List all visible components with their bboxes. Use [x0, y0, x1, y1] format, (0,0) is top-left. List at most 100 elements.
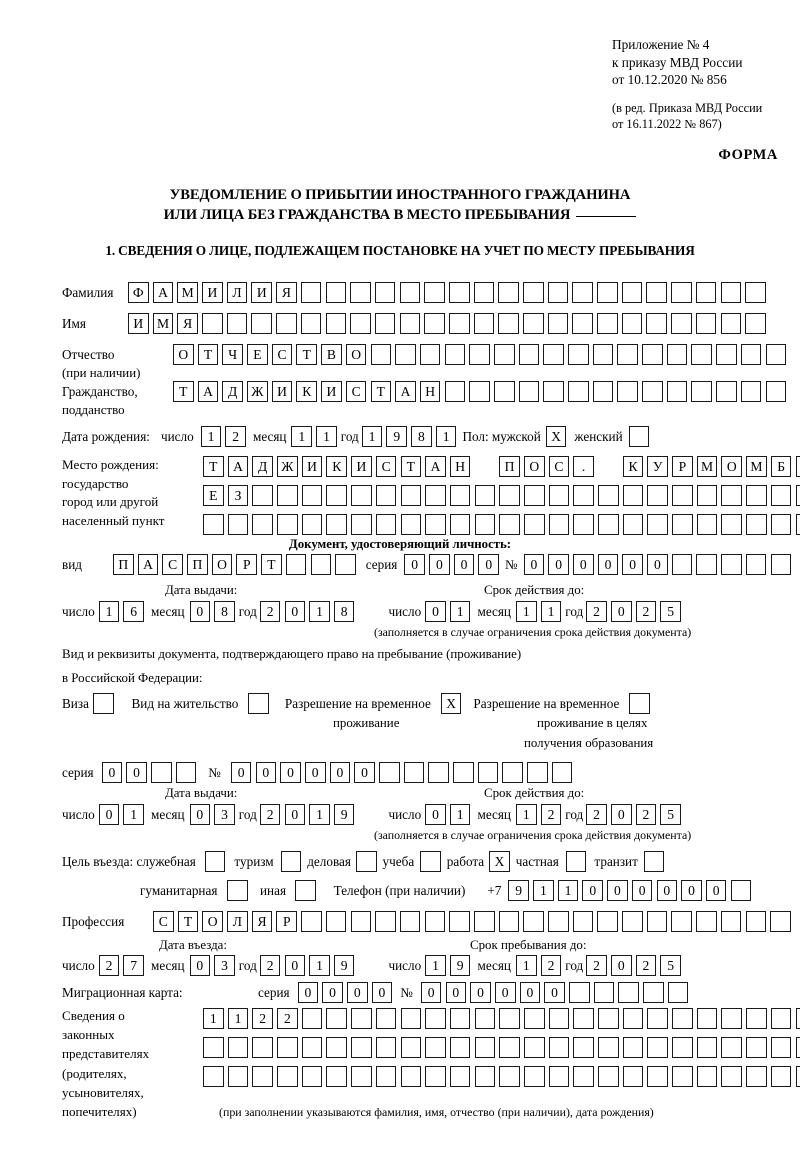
form-cell[interactable]	[721, 485, 743, 506]
form-cell[interactable]	[474, 1066, 496, 1087]
form-cell[interactable]	[498, 282, 519, 303]
form-cell[interactable]	[285, 554, 307, 575]
form-cell[interactable]: 1	[309, 955, 330, 976]
form-cell[interactable]: 0	[354, 762, 375, 783]
form-cell[interactable]	[696, 1066, 718, 1087]
form-cell[interactable]: 0	[284, 601, 306, 622]
form-cell[interactable]: 0	[705, 880, 727, 901]
form-cell[interactable]	[746, 1066, 767, 1087]
form-cell[interactable]	[425, 1008, 446, 1029]
form-cell[interactable]	[770, 485, 792, 506]
form-cell[interactable]: .	[573, 456, 594, 477]
form-cell[interactable]: 2	[540, 804, 562, 825]
form-cell[interactable]	[325, 313, 347, 334]
form-cell[interactable]	[326, 1066, 348, 1087]
form-cell[interactable]: 0	[544, 982, 565, 1003]
form-cell[interactable]	[276, 313, 297, 334]
form-cell[interactable]	[474, 485, 496, 506]
form-cell[interactable]	[351, 485, 372, 506]
form-cell[interactable]: 9	[508, 880, 529, 901]
sex-male-checkbox[interactable]: X	[545, 426, 567, 447]
form-cell[interactable]	[646, 313, 668, 334]
form-cell[interactable]	[448, 282, 470, 303]
form-cell[interactable]	[350, 313, 371, 334]
form-cell[interactable]	[375, 1066, 397, 1087]
form-cell[interactable]	[643, 982, 664, 1003]
visa-checkbox[interactable]	[92, 693, 114, 714]
purpose-other-checkbox[interactable]	[295, 880, 316, 901]
form-cell[interactable]	[573, 1037, 594, 1058]
form-cell[interactable]: И	[321, 381, 342, 402]
form-cell[interactable]: Н	[419, 381, 441, 402]
form-cell[interactable]	[622, 514, 644, 535]
form-cell[interactable]	[473, 313, 495, 334]
form-cell[interactable]	[573, 1066, 594, 1087]
form-cell[interactable]	[730, 880, 752, 901]
form-cell[interactable]: 0	[189, 955, 211, 976]
form-cell[interactable]	[721, 514, 743, 535]
form-cell[interactable]	[740, 344, 762, 365]
form-cell[interactable]: О	[173, 344, 194, 365]
form-cell[interactable]: 1	[435, 426, 457, 447]
form-cell[interactable]: 0	[622, 554, 643, 575]
form-cell[interactable]	[375, 1008, 397, 1029]
form-cell[interactable]	[572, 313, 593, 334]
form-cell[interactable]	[449, 514, 471, 535]
form-cell[interactable]	[474, 1037, 496, 1058]
form-cell[interactable]	[573, 485, 594, 506]
form-cell[interactable]	[350, 282, 371, 303]
form-cell[interactable]: 9	[333, 955, 355, 976]
form-cell[interactable]: Я	[177, 313, 198, 334]
form-cell[interactable]	[696, 514, 718, 535]
form-cell[interactable]: Т	[173, 381, 194, 402]
form-cell[interactable]	[770, 911, 791, 932]
form-cell[interactable]: 0	[573, 554, 594, 575]
form-cell[interactable]	[375, 1037, 397, 1058]
form-cell[interactable]	[477, 762, 499, 783]
form-cell[interactable]	[326, 514, 348, 535]
form-cell[interactable]: И	[128, 313, 149, 334]
form-cell[interactable]	[325, 911, 347, 932]
form-cell[interactable]	[740, 381, 762, 402]
form-cell[interactable]: 0	[230, 762, 252, 783]
form-cell[interactable]	[598, 1066, 619, 1087]
form-cell[interactable]	[720, 282, 742, 303]
form-cell[interactable]	[597, 282, 618, 303]
form-cell[interactable]	[598, 1008, 619, 1029]
form-cell[interactable]: А	[137, 554, 159, 575]
form-cell[interactable]	[672, 485, 693, 506]
form-cell[interactable]	[499, 1037, 520, 1058]
form-cell[interactable]: 1	[533, 880, 554, 901]
form-cell[interactable]: 6	[123, 601, 144, 622]
form-cell[interactable]	[667, 982, 689, 1003]
form-cell[interactable]	[598, 514, 619, 535]
form-cell[interactable]: 9	[333, 804, 355, 825]
form-cell[interactable]	[301, 1066, 323, 1087]
form-cell[interactable]: 8	[333, 601, 355, 622]
form-cell[interactable]	[399, 313, 421, 334]
purpose-humanitarian-checkbox[interactable]	[227, 880, 248, 901]
form-cell[interactable]: 5	[660, 601, 681, 622]
form-cell[interactable]	[547, 313, 569, 334]
form-cell[interactable]: А	[152, 282, 174, 303]
form-cell[interactable]	[350, 911, 372, 932]
form-cell[interactable]	[770, 554, 792, 575]
form-cell[interactable]: 1	[227, 1008, 249, 1029]
form-cell[interactable]: А	[395, 381, 416, 402]
form-cell[interactable]	[325, 282, 347, 303]
form-cell[interactable]	[425, 514, 446, 535]
form-cell[interactable]	[425, 1066, 446, 1087]
form-cell[interactable]: Ч	[222, 344, 243, 365]
